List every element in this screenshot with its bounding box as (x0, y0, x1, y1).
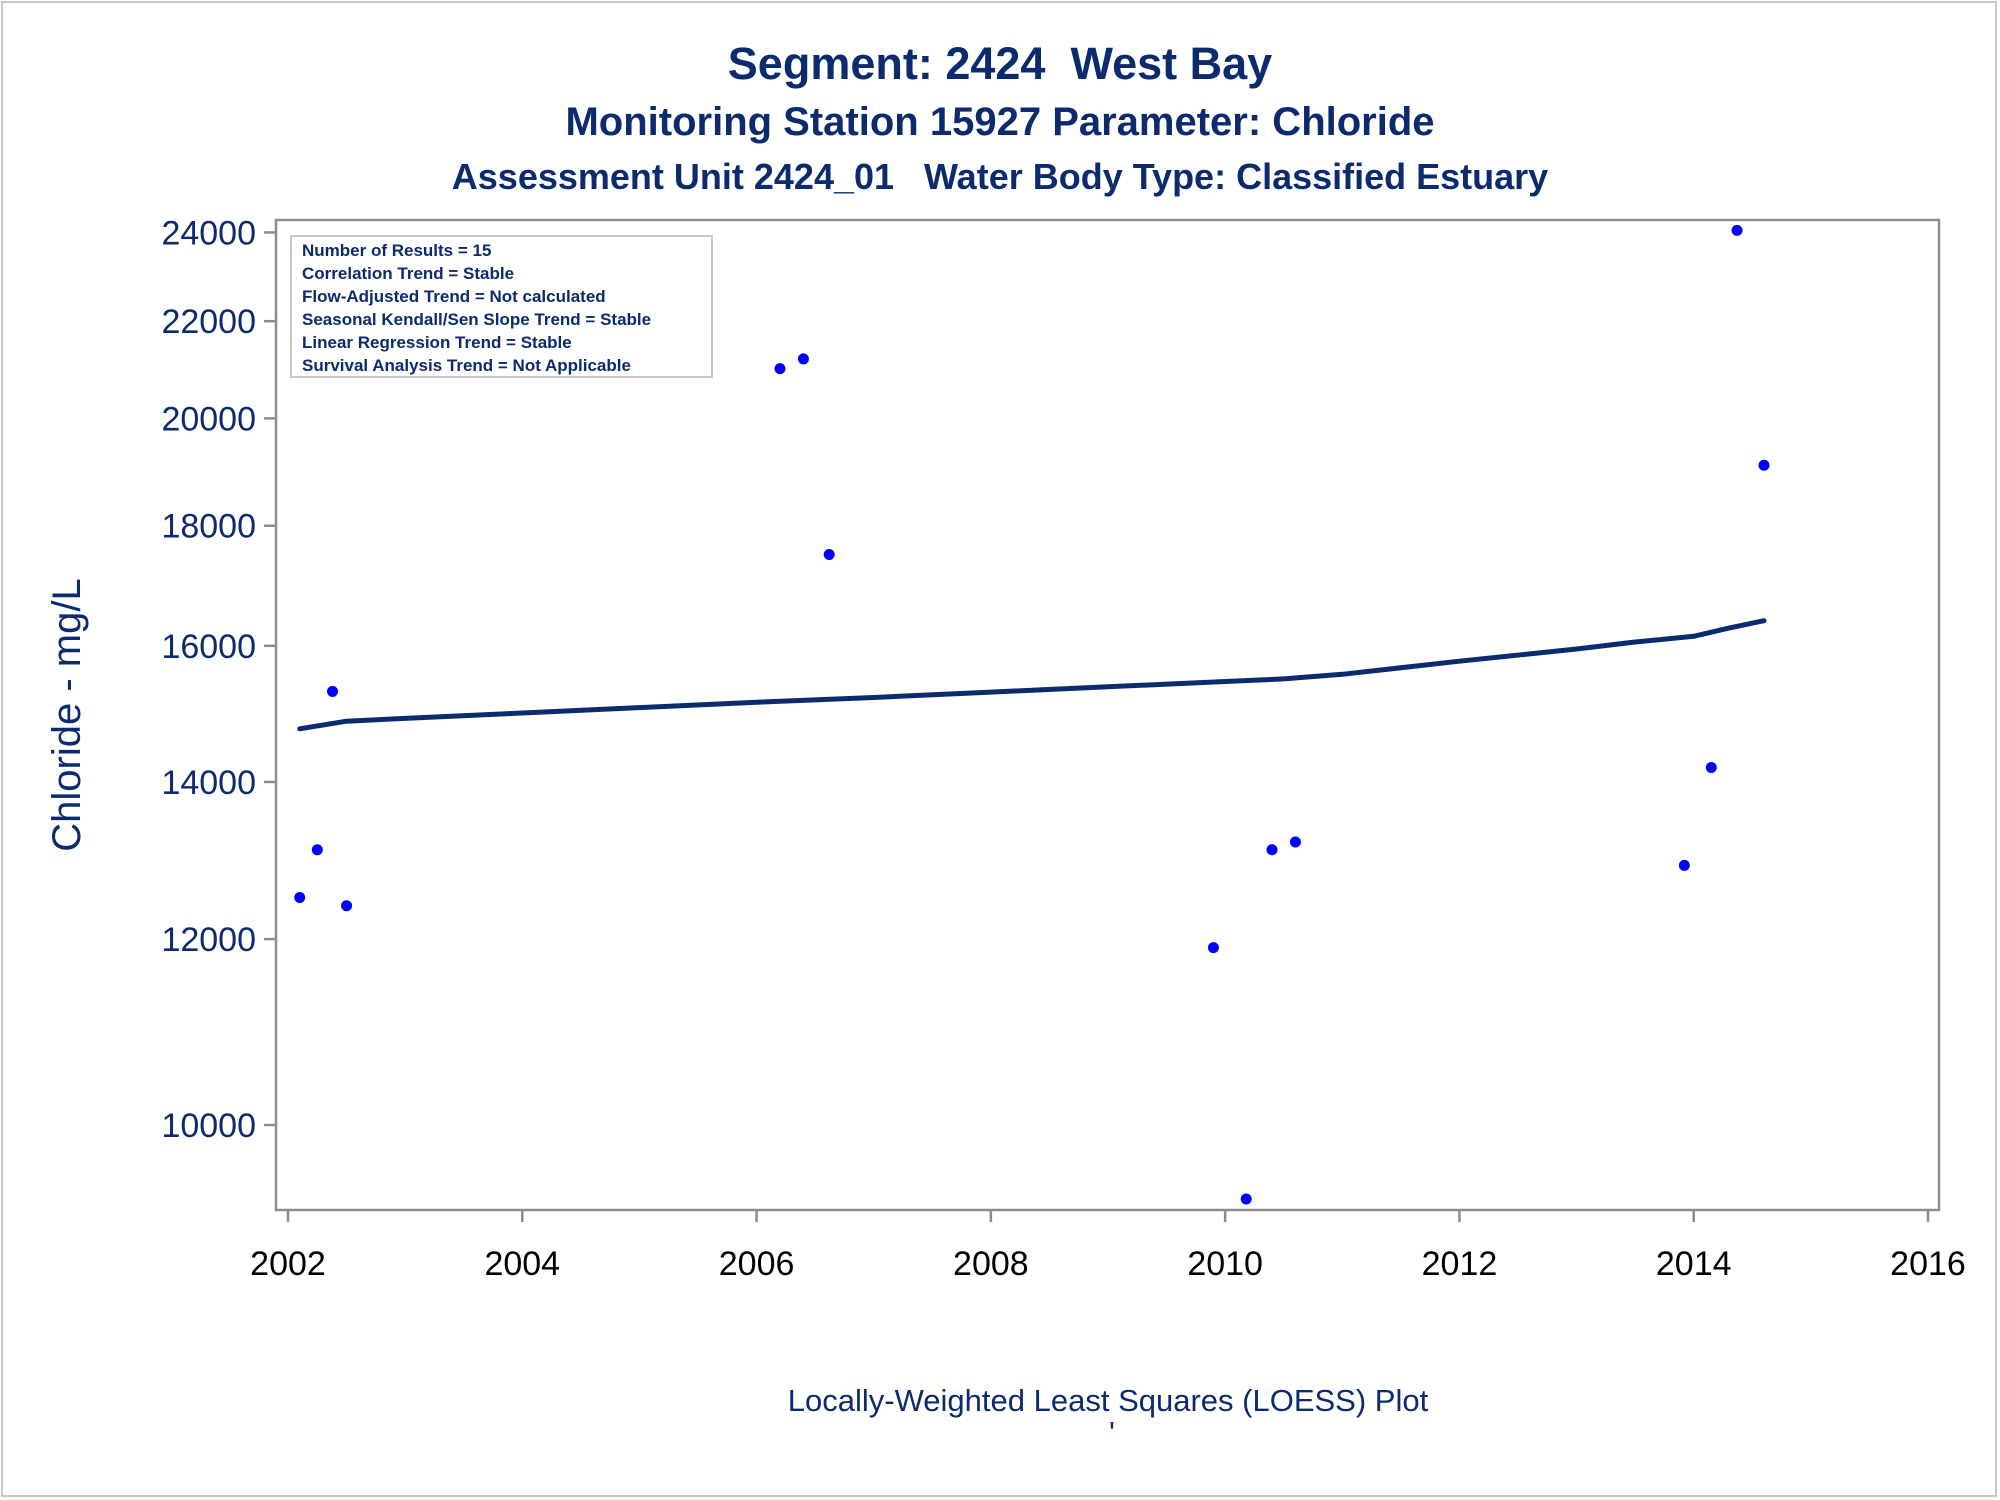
footnote-mark: ' (1109, 1415, 1115, 1450)
stats-line-linear-regression: Linear Regression Trend = Stable (302, 333, 572, 352)
x-tick-label: 2008 (953, 1245, 1029, 1283)
data-point (1705, 762, 1717, 774)
x-tick-label: 2012 (1422, 1245, 1498, 1283)
loess-layer (297, 618, 1767, 732)
data-point (311, 844, 323, 856)
data-point (1207, 942, 1219, 954)
y-axis-label: Chloride - mg/L (45, 578, 89, 851)
data-point (797, 353, 809, 365)
y-tick-label: 10000 (161, 1107, 256, 1145)
y-tick-label: 20000 (161, 400, 256, 438)
x-tick-label: 2010 (1187, 1245, 1263, 1283)
plot-area (274, 218, 1941, 1212)
x-tick-label: 2004 (484, 1245, 560, 1283)
x-tick-label: 2016 (1890, 1245, 1966, 1283)
data-point (1240, 1193, 1252, 1205)
points-layer (294, 224, 1770, 1205)
x-tick-label: 2006 (719, 1245, 795, 1283)
stats-line-results: Number of Results = 15 (302, 241, 491, 260)
y-tick-label: 22000 (161, 303, 256, 341)
loess-line (297, 618, 1767, 732)
data-point (1678, 859, 1690, 871)
y-tick-label: 24000 (161, 214, 256, 252)
stats-box: Number of Results = 15 Correlation Trend… (290, 235, 713, 378)
x-axis: 2002 2004 2006 2008 2010 2012 2014 2016 (250, 1210, 1966, 1283)
stats-line-survival: Survival Analysis Trend = Not Applicable (302, 356, 631, 375)
x-tick-label: 2002 (250, 1245, 326, 1283)
data-point (823, 548, 835, 560)
chart-subtitle-station: Monitoring Station 15927 Parameter: Chlo… (565, 100, 1435, 144)
y-tick-label: 16000 (161, 628, 256, 666)
y-tick-label: 14000 (161, 764, 256, 802)
stats-line-flow-adjusted: Flow-Adjusted Trend = Not calculated (302, 287, 606, 306)
data-point (327, 685, 339, 697)
footnote: Locally-Weighted Least Squares (LOESS) P… (788, 1383, 1429, 1418)
stats-line-seasonal-kendall: Seasonal Kendall/Sen Slope Trend = Stabl… (302, 310, 651, 329)
stats-box-border (290, 235, 713, 378)
data-point (294, 892, 306, 904)
data-point (341, 900, 353, 912)
data-point (1266, 844, 1278, 856)
data-point (774, 363, 786, 375)
y-axis: 10000 12000 14000 16000 18000 20000 22000 24000 (161, 214, 276, 1145)
data-point (1289, 836, 1301, 848)
y-tick-label: 12000 (161, 921, 256, 959)
chart-subtitle-assessment: Assessment Unit 2424_01 Water Body Type:… (451, 156, 1549, 197)
data-point (1731, 224, 1743, 236)
x-tick-label: 2014 (1656, 1245, 1732, 1283)
y-tick-label: 18000 (161, 508, 256, 546)
data-point (1758, 459, 1770, 471)
chart-title: Segment: 2424 West Bay (727, 38, 1273, 89)
stats-line-correlation: Correlation Trend = Stable (302, 264, 514, 283)
